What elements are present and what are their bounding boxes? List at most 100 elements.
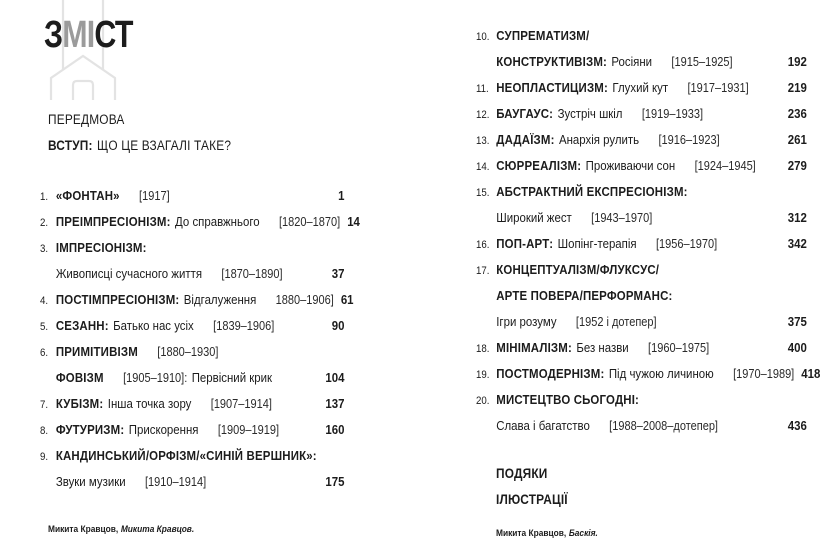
page-title-part-muted: МІ: [62, 14, 95, 56]
toc-entry-subtitle: Живописці сучасного життя: [55, 266, 203, 281]
page-title: ЗМІСТ: [44, 16, 133, 54]
toc-entry-row: Живописці сучасного життя [1870–1890] 37: [40, 266, 345, 292]
toc-entry-row: 6. ПРИМІТИВІЗМ [1880–1930]: [40, 344, 344, 370]
toc-entry-subtitle: Батько нас усіх: [113, 318, 194, 333]
toc-entry-dates: [1917–1931]: [687, 81, 749, 95]
toc-entry-number: 8.: [40, 425, 49, 437]
backmatter-item-illustrations: ІЛЮСТРАЦІЇ: [496, 492, 568, 507]
toc-page-number: 436: [787, 418, 807, 433]
toc-entry-row: 1. «ФОНТАН» [1917] 1: [40, 188, 344, 214]
toc-entry-title: АРТЕ ПОВЕРА/ПЕРФОРМАНС:: [496, 288, 673, 303]
toc-entry-row: Звуки музики [1910–1914] 175: [40, 474, 345, 500]
toc-entry-row: 17. КОНЦЕПТУАЛІЗМ/ФЛУКСУС/: [476, 262, 807, 288]
page-title-part: СТ: [94, 14, 133, 56]
toc-entry-subtitle: Первісний крик: [191, 370, 273, 385]
toc-entry-number: 5.: [40, 321, 49, 333]
image-caption-left: Микита Кравцов, Микита Кравцов.: [48, 524, 194, 535]
toc-entry-number: 2.: [40, 217, 49, 229]
toc-entry-row: 14. СЮРРЕАЛІЗМ: Проживаючи сон [1924–1945] 2…: [476, 158, 807, 184]
toc-page-number: 37: [331, 266, 345, 281]
caption-artist: Микита Кравцов,: [48, 524, 119, 535]
page-title-part: З: [44, 14, 63, 56]
toc-entry-title: КУБІЗМ:: [55, 396, 104, 411]
toc-page-number: 400: [787, 340, 807, 355]
toc-entry-title: КОНСТРУКТИВІЗМ:: [496, 54, 608, 69]
toc-entry-row: 11. НЕОПЛАСТИЦИЗМ: Глухий кут [1917–1931] 21…: [476, 80, 807, 106]
toc-entry-dates: [1943–1970]: [591, 211, 653, 225]
toc-entry-number: 14.: [476, 161, 490, 173]
intro-heading-label: ВСТУП:: [48, 138, 93, 153]
toc-entry-title: АБСТРАКТНИЙ ЕКСПРЕСІОНІЗМ:: [496, 184, 688, 199]
toc-entry-number: 4.: [40, 295, 49, 307]
toc-entry-subtitle: Слава і багатство: [496, 418, 590, 433]
toc-entry-row: 15. АБСТРАКТНИЙ ЕКСПРЕСІОНІЗМ:: [476, 184, 807, 210]
toc-entry-dates: [1839–1906]: [213, 319, 275, 333]
toc-entry-row: 3. ІМПРЕСІОНІЗМ:: [40, 240, 344, 266]
toc-entry-title: ФОВІЗМ: [55, 370, 104, 385]
toc-entry-subtitle: Зустріч шкіл: [557, 106, 623, 121]
toc-entry-dates: [1960–1975]: [648, 341, 710, 355]
toc-entry-title: ПОСТІМПРЕСІОНІЗМ:: [55, 292, 180, 307]
toc-entry-dates: [1907–1914]: [210, 397, 272, 411]
toc-entry-subtitle: Широкий жест: [496, 210, 572, 225]
toc-page-number: 418: [801, 366, 821, 381]
toc-entry-dates: [1915–1925]: [671, 55, 733, 69]
toc-page-number: 61: [340, 292, 354, 307]
toc-entry-dates: [1909–1919]: [217, 423, 280, 437]
toc-entry-number: 7.: [40, 399, 49, 411]
toc-entry-subtitle: Росіяни: [611, 54, 653, 69]
toc-entry-subtitle: Звуки музики: [55, 474, 126, 489]
toc-entry-dates: [1988–2008–дотепер]: [609, 419, 718, 433]
toc-entry-dates: [1970–1989]: [733, 367, 795, 381]
toc-entry-row: Слава і багатство [1988–2008–дотепер] 436: [476, 418, 807, 444]
toc-entry-row: 19. ПОСТМОДЕРНІЗМ: Під чужою личиною [1970–…: [476, 366, 820, 392]
toc-entry-row: 8. ФУТУРИЗМ: Прискорення [1909–1919] 160: [40, 422, 344, 448]
toc-entry-number: 19.: [476, 369, 490, 381]
toc-entry-row: ФОВІЗМ [1905–1910]: Первісний крик 104: [40, 370, 345, 396]
toc-entry-row: Широкий жест [1943–1970] 312: [476, 210, 807, 236]
caption-artwork: Микита Кравцов.: [120, 524, 195, 535]
toc-entry-number: 10.: [476, 31, 490, 43]
toc-entry-title: СЮРРЕАЛІЗМ:: [496, 158, 582, 173]
toc-entry-title: ДАДАЇЗМ:: [496, 132, 555, 147]
toc-entry-title: «ФОНТАН»: [55, 188, 120, 203]
toc-entry-title: НЕОПЛАСТИЦИЗМ:: [496, 80, 608, 95]
toc-entry-row: 10. СУПРЕМАТИЗМ/: [476, 28, 807, 54]
toc-entry-row: 13. ДАДАЇЗМ: Анархія рулить [1916–1923] 261: [476, 132, 807, 158]
toc-entry-row: 18. МІНІМАЛІЗМ: Без назви [1960–1975] 400: [476, 340, 807, 366]
toc-entry-title: КОНЦЕПТУАЛІЗМ/ФЛУКСУС/: [496, 262, 660, 277]
toc-entry-number: 12.: [476, 109, 490, 121]
toc-page-number: 137: [325, 396, 345, 411]
image-caption-right: Микита Кравцов, Баскія.: [496, 528, 598, 539]
toc-entry-subtitle: Шопінг-терапія: [557, 236, 637, 251]
intro-heading: ВСТУП: ЩО ЦЕ ВЗАГАЛІ ТАКЕ?: [48, 138, 231, 153]
toc-entry-title: БАУГАУС:: [496, 106, 554, 121]
toc-entry-dates: [1924–1945]: [694, 159, 756, 173]
toc-entry-number: 9.: [40, 451, 49, 463]
toc-entry-row: 12. БАУГАУС: Зустріч шкіл [1919–1933] 236: [476, 106, 807, 132]
toc-page-number: 342: [787, 236, 807, 251]
toc-page-number: 160: [325, 422, 345, 437]
toc-entry-number: 6.: [40, 347, 49, 359]
toc-entry-dates: [1917]: [139, 189, 170, 203]
intro-heading-text: ЩО ЦЕ ВЗАГАЛІ ТАКЕ?: [97, 138, 232, 153]
toc-page-number: 261: [787, 132, 807, 147]
toc-column-left: 1. «ФОНТАН» [1917] 1 2. ПРЕІМПРЕСІОНІЗМ: До сп…: [40, 188, 360, 500]
toc-entry-subtitle: Глухий кут: [612, 80, 669, 95]
toc-page-number: 219: [787, 80, 807, 95]
toc-entry-number: 1.: [40, 191, 49, 203]
toc-entry-number: 15.: [476, 187, 490, 199]
toc-entry-title: ПРИМІТИВІЗМ: [55, 344, 138, 359]
house-watermark-icon: [49, 0, 117, 100]
toc-entry-number: 13.: [476, 135, 490, 147]
toc-entry-row: АРТЕ ПОВЕРА/ПЕРФОРМАНС:: [476, 288, 807, 314]
toc-entry-number: 17.: [476, 265, 490, 277]
toc-entry-row: 5. СЕЗАНН: Батько нас усіх [1839–1906] 90: [40, 318, 344, 344]
toc-entry-subtitle: До справжнього: [175, 214, 260, 229]
toc-entry-title: МИСТЕЦТВО СЬОГОДНІ:: [496, 392, 640, 407]
toc-entry-title: СЕЗАНН:: [55, 318, 109, 333]
toc-entry-dates: [1956–1970]: [655, 237, 718, 251]
backmatter-item-acknowledgements: ПОДЯКИ: [496, 466, 548, 481]
toc-entry-title: ПОСТМОДЕРНІЗМ:: [496, 366, 605, 381]
toc-entry-subtitle: Без назви: [576, 340, 629, 355]
